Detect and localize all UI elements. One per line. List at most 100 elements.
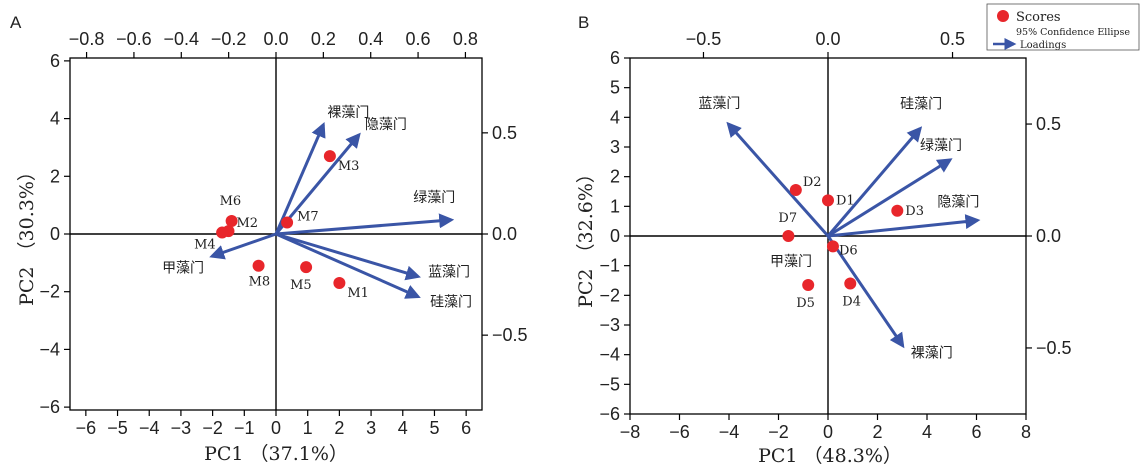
right-tick-label: 0.5 bbox=[492, 123, 517, 143]
top-tick-label: 0.4 bbox=[358, 29, 383, 49]
x-tick-label: −4 bbox=[139, 418, 160, 438]
top-tick-label: −0.2 bbox=[211, 29, 247, 49]
x-tick-label: −2 bbox=[768, 422, 789, 442]
loading-arrow bbox=[209, 232, 277, 260]
x-tick-label: −8 bbox=[620, 422, 641, 442]
y-tick-label: 6 bbox=[610, 48, 620, 68]
y-tick-label: 4 bbox=[610, 107, 620, 127]
score-label: D6 bbox=[839, 243, 858, 258]
panel-b-y-axis-label: PC2 （32.6%） bbox=[575, 164, 597, 308]
y-tick-label: −2 bbox=[599, 285, 620, 305]
loading-label: 裸藻门 bbox=[911, 346, 953, 362]
loading-arrow bbox=[827, 158, 953, 238]
panel-b-top-loading-axis: −0.5 0.0 0.5 bbox=[686, 29, 965, 58]
panel-a-y-axis-label: PC2 （30.3%） bbox=[16, 162, 38, 306]
loading-arrow bbox=[274, 122, 326, 235]
x-tick-label: 4 bbox=[922, 422, 932, 442]
panel-a-label: A bbox=[10, 13, 22, 32]
y-tick-label: 0 bbox=[50, 224, 60, 244]
x-tick-label: −2 bbox=[202, 418, 223, 438]
x-tick-label: 3 bbox=[366, 418, 376, 438]
right-tick-label: 0.0 bbox=[1036, 226, 1061, 246]
score-point bbox=[822, 194, 834, 207]
panel-a-x-axis: −6 −5 −4 −3 −2 −1 0 1 2 3 4 5 6 bbox=[76, 410, 471, 438]
score-label: D4 bbox=[842, 294, 861, 309]
loading-label: 甲藻门 bbox=[162, 260, 204, 276]
score-label: D2 bbox=[803, 175, 822, 190]
top-tick-label: 0.0 bbox=[815, 29, 840, 49]
score-point bbox=[826, 240, 839, 253]
x-tick-label: −4 bbox=[719, 422, 740, 442]
top-tick-label: −0.4 bbox=[164, 29, 200, 49]
score-point bbox=[300, 261, 313, 274]
loading-label: 蓝藻门 bbox=[428, 264, 470, 280]
right-tick-label: −0.5 bbox=[1036, 338, 1072, 358]
panel-a-top-loading-axis: −0.8 −0.6 −0.4 −0.2 0.0 0.2 0.4 0.6 0.8 bbox=[69, 29, 478, 58]
score-label: M3 bbox=[338, 159, 360, 174]
loading-arrow bbox=[826, 126, 923, 237]
panel-a-y-axis: −6 −4 −2 0 2 4 6 bbox=[39, 51, 70, 417]
legend-entry-loadings: Loadings bbox=[1020, 40, 1066, 51]
panel-b-label: B bbox=[578, 13, 589, 32]
y-tick-label: 5 bbox=[610, 78, 620, 98]
loading-label: 蓝藻门 bbox=[698, 96, 740, 112]
x-tick-label: −6 bbox=[76, 418, 97, 438]
x-tick-label: −1 bbox=[234, 418, 255, 438]
legend-entry-ellipse: 95% Confidence Ellipse bbox=[1016, 27, 1130, 38]
legend-score-marker bbox=[997, 10, 1009, 22]
score-point bbox=[789, 184, 802, 197]
loading-arrow bbox=[275, 213, 455, 236]
y-tick-label: 2 bbox=[50, 166, 60, 186]
loading-label: 甲藻门 bbox=[770, 254, 812, 270]
score-point bbox=[323, 150, 336, 163]
x-tick-label: 6 bbox=[461, 418, 471, 438]
loading-arrow bbox=[826, 235, 905, 349]
y-tick-label: −6 bbox=[599, 404, 620, 424]
score-point bbox=[225, 215, 238, 228]
score-label: D7 bbox=[778, 211, 797, 226]
x-tick-label: −3 bbox=[171, 418, 192, 438]
top-tick-label: −0.6 bbox=[116, 29, 152, 49]
score-label: M4 bbox=[194, 238, 216, 253]
y-tick-label: 1 bbox=[610, 196, 620, 216]
score-point bbox=[281, 216, 294, 229]
top-tick-label: 0.2 bbox=[311, 29, 336, 49]
y-tick-label: −3 bbox=[599, 315, 620, 335]
score-label: M8 bbox=[249, 275, 271, 290]
loading-label: 硅藻门 bbox=[900, 97, 942, 113]
loading-label: 隐藻门 bbox=[937, 194, 979, 210]
y-tick-label: 3 bbox=[610, 137, 620, 157]
score-point bbox=[802, 278, 815, 291]
loading-arrow bbox=[275, 232, 421, 299]
panel-b-x-axis-label: PC1 （48.3%） bbox=[758, 445, 902, 467]
x-tick-label: −6 bbox=[669, 422, 690, 442]
panel-a-x-axis-label: PC1 （37.1%） bbox=[204, 443, 348, 465]
right-tick-label: −0.5 bbox=[492, 325, 528, 345]
score-label: D1 bbox=[836, 193, 855, 208]
y-tick-label: −1 bbox=[599, 256, 620, 276]
top-tick-label: −0.5 bbox=[686, 29, 722, 49]
score-label: M2 bbox=[236, 216, 258, 231]
top-tick-label: −0.8 bbox=[69, 29, 105, 49]
panel-b-y-axis: −6 −5 −4 −3 −2 −1 0 1 2 3 4 5 6 bbox=[599, 48, 630, 424]
score-point bbox=[844, 277, 857, 290]
x-tick-label: 8 bbox=[1021, 422, 1031, 442]
panel-b-right-loading-axis: 0.5 0.0 −0.5 bbox=[1026, 114, 1072, 358]
loading-label: 绿藻门 bbox=[413, 190, 455, 206]
loading-arrow bbox=[275, 232, 421, 281]
y-tick-label: 0 bbox=[610, 226, 620, 246]
top-tick-label: 0.0 bbox=[263, 29, 288, 49]
loading-label: 裸藻门 bbox=[327, 105, 369, 121]
top-tick-label: 0.6 bbox=[406, 29, 431, 49]
x-tick-label: 4 bbox=[398, 418, 408, 438]
score-label: M6 bbox=[220, 194, 242, 209]
loading-label: 硅藻门 bbox=[430, 295, 472, 311]
y-tick-label: −2 bbox=[39, 282, 60, 302]
y-tick-label: −4 bbox=[39, 339, 60, 359]
y-tick-label: −5 bbox=[599, 374, 620, 394]
